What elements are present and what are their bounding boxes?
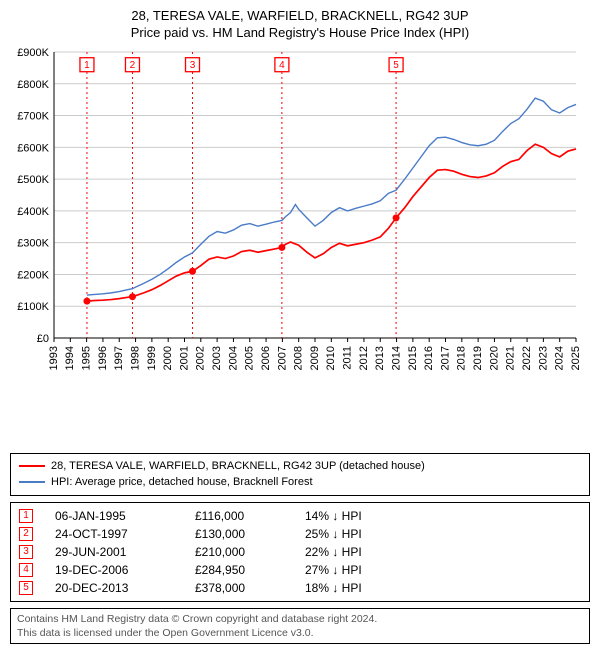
transaction-diff: 27% ↓ HPI: [305, 563, 425, 577]
svg-text:2: 2: [130, 60, 136, 71]
transaction-price: £130,000: [195, 527, 305, 541]
svg-text:2014: 2014: [390, 346, 402, 370]
transaction-row: 1 06-JAN-1995£116,00014% ↓ HPI: [11, 507, 589, 525]
svg-text:1995: 1995: [81, 346, 93, 370]
svg-text:2017: 2017: [439, 346, 451, 370]
svg-text:1999: 1999: [146, 346, 158, 370]
svg-text:£400K: £400K: [17, 206, 49, 218]
svg-text:3: 3: [190, 60, 196, 71]
transaction-date: 24-OCT-1997: [55, 527, 195, 541]
transaction-row: 4 19-DEC-2006£284,95027% ↓ HPI: [11, 561, 589, 579]
svg-text:£800K: £800K: [17, 79, 49, 91]
transaction-row: 2 24-OCT-1997£130,00025% ↓ HPI: [11, 525, 589, 543]
svg-text:£100K: £100K: [17, 301, 49, 313]
price-chart: £0 £100K £200K £300K £400K £500K £600K £700K £80…: [10, 46, 590, 447]
chart-title: 28, TERESA VALE, WARFIELD, BRACKNELL, RG…: [10, 8, 590, 40]
svg-text:2004: 2004: [227, 346, 239, 370]
svg-text:£500K: £500K: [17, 174, 49, 186]
svg-text:2003: 2003: [211, 346, 223, 370]
svg-text:1996: 1996: [97, 346, 109, 370]
svg-text:2010: 2010: [325, 346, 337, 370]
svg-text:£300K: £300K: [17, 238, 49, 250]
footer-licence: Contains HM Land Registry data © Crown c…: [10, 608, 590, 644]
transaction-diff: 22% ↓ HPI: [305, 545, 425, 559]
svg-text:2000: 2000: [162, 346, 174, 370]
svg-text:£0: £0: [37, 333, 49, 345]
transaction-marker: 4: [19, 563, 33, 577]
legend-row: HPI: Average price, detached house, Brac…: [19, 474, 581, 491]
legend-swatch: [19, 481, 45, 483]
svg-text:2019: 2019: [472, 346, 484, 370]
svg-text:£600K: £600K: [17, 142, 49, 154]
transaction-marker: 2: [19, 527, 33, 541]
svg-text:2015: 2015: [407, 346, 419, 370]
transaction-marker: 5: [19, 581, 33, 595]
legend-swatch: [19, 465, 45, 467]
svg-text:2025: 2025: [570, 346, 580, 370]
svg-text:2007: 2007: [276, 346, 288, 370]
svg-text:2016: 2016: [423, 346, 435, 370]
svg-text:2012: 2012: [358, 346, 370, 370]
svg-text:2022: 2022: [521, 346, 533, 370]
transaction-date: 19-DEC-2006: [55, 563, 195, 577]
transaction-price: £210,000: [195, 545, 305, 559]
transaction-diff: 18% ↓ HPI: [305, 581, 425, 595]
svg-text:£700K: £700K: [17, 111, 49, 123]
svg-text:2002: 2002: [195, 346, 207, 370]
svg-text:2006: 2006: [260, 346, 272, 370]
transaction-row: 5 20-DEC-2013£378,00018% ↓ HPI: [11, 579, 589, 597]
transaction-price: £284,950: [195, 563, 305, 577]
svg-text:1993: 1993: [48, 346, 60, 370]
legend: 28, TERESA VALE, WARFIELD, BRACKNELL, RG…: [10, 453, 590, 496]
svg-text:2020: 2020: [488, 346, 500, 370]
transaction-date: 29-JUN-2001: [55, 545, 195, 559]
svg-text:4: 4: [279, 60, 285, 71]
transaction-diff: 14% ↓ HPI: [305, 509, 425, 523]
legend-row: 28, TERESA VALE, WARFIELD, BRACKNELL, RG…: [19, 458, 581, 475]
title-address: 28, TERESA VALE, WARFIELD, BRACKNELL, RG…: [10, 8, 590, 23]
chart-svg: £0 £100K £200K £300K £400K £500K £600K £700K £80…: [10, 46, 580, 396]
svg-text:5: 5: [393, 60, 399, 71]
svg-text:1997: 1997: [113, 346, 125, 370]
svg-text:2008: 2008: [293, 346, 305, 370]
transaction-diff: 25% ↓ HPI: [305, 527, 425, 541]
svg-text:1998: 1998: [129, 346, 141, 370]
transaction-date: 06-JAN-1995: [55, 509, 195, 523]
transaction-marker: 3: [19, 545, 33, 559]
transaction-row: 3 29-JUN-2001£210,00022% ↓ HPI: [11, 543, 589, 561]
svg-text:1: 1: [84, 60, 90, 71]
svg-text:2018: 2018: [456, 346, 468, 370]
footer-line1: Contains HM Land Registry data © Crown c…: [17, 612, 583, 626]
transaction-price: £378,000: [195, 581, 305, 595]
svg-text:1994: 1994: [64, 346, 76, 370]
svg-text:£200K: £200K: [17, 269, 49, 281]
transaction-marker: 1: [19, 509, 33, 523]
svg-text:2013: 2013: [374, 346, 386, 370]
legend-label: 28, TERESA VALE, WARFIELD, BRACKNELL, RG…: [51, 458, 425, 475]
title-subtitle: Price paid vs. HM Land Registry's House …: [10, 25, 590, 40]
svg-text:2021: 2021: [505, 346, 517, 370]
svg-text:2001: 2001: [178, 346, 190, 370]
svg-text:2005: 2005: [244, 346, 256, 370]
svg-text:2009: 2009: [309, 346, 321, 370]
transaction-date: 20-DEC-2013: [55, 581, 195, 595]
footer-line2: This data is licensed under the Open Gov…: [17, 626, 583, 640]
legend-label: HPI: Average price, detached house, Brac…: [51, 474, 313, 491]
svg-text:2024: 2024: [554, 346, 566, 370]
transaction-table: 1 06-JAN-1995£116,00014% ↓ HPI 2 24-OCT-199…: [10, 502, 590, 602]
svg-text:£900K: £900K: [17, 47, 49, 59]
svg-text:2023: 2023: [537, 346, 549, 370]
transaction-price: £116,000: [195, 509, 305, 523]
svg-text:2011: 2011: [342, 346, 354, 370]
